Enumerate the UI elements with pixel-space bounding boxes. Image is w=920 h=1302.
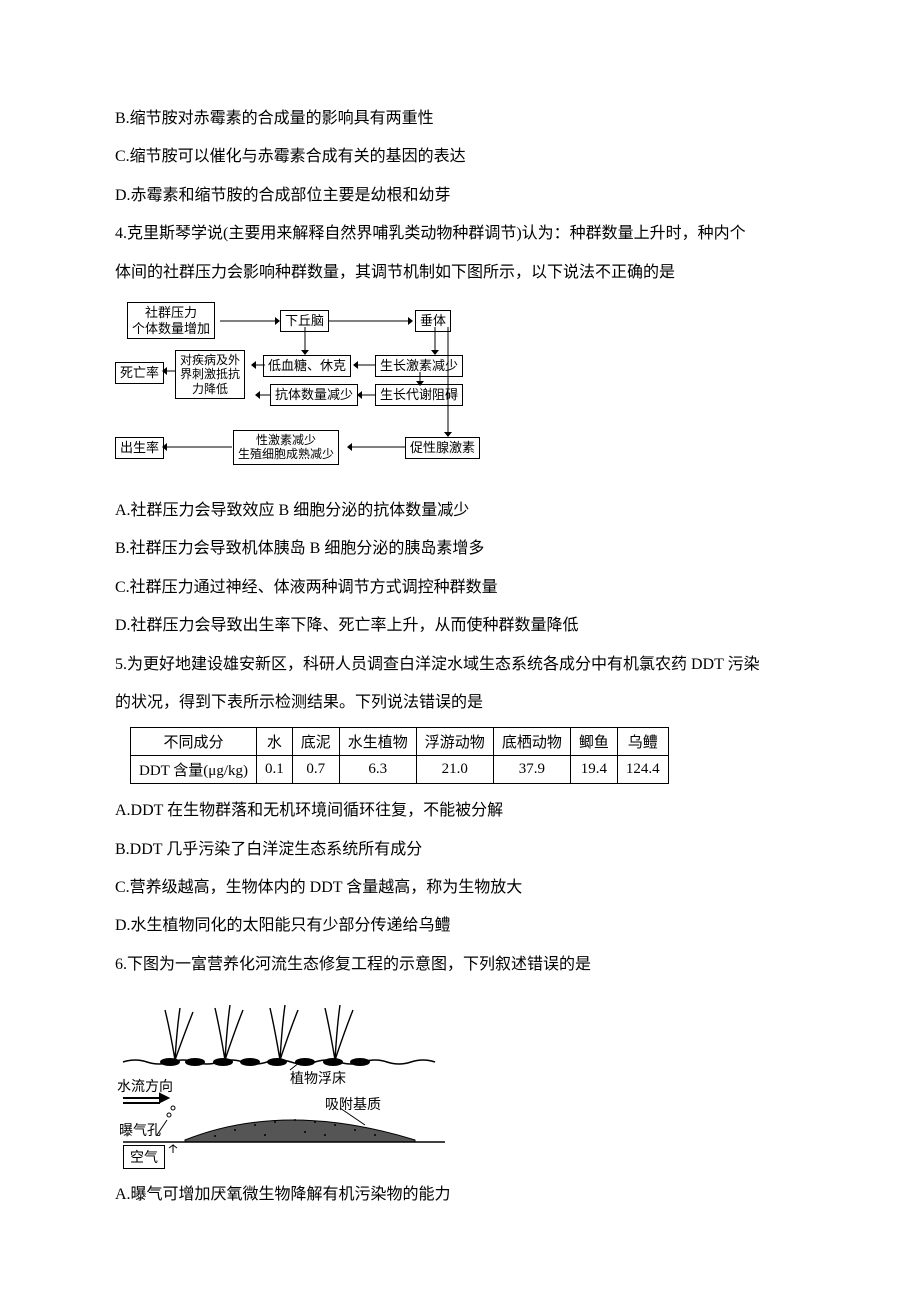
arrow-icon — [220, 316, 280, 326]
arrow-icon — [255, 390, 271, 400]
table-row: 不同成分 水 底泥 水生植物 浮游动物 底栖动物 鲫鱼 乌鳢 — [131, 728, 669, 756]
table-header: 水生植物 — [339, 728, 416, 756]
arrow-icon — [300, 327, 310, 355]
table-cell: 19.4 — [570, 756, 617, 784]
arrow-icon — [347, 442, 405, 452]
q6-option-a: A.曝气可增加厌氧微生物降解有机污染物的能力 — [115, 1176, 805, 1214]
q4-option-a: A.社群压力会导致效应 B 细胞分泌的抗体数量减少 — [115, 492, 805, 530]
label-substrate: 吸附基质 — [325, 1094, 381, 1114]
q4-flowchart: 社群压力个体数量增加 下丘脑 垂体 死亡率 对疾病及外界刺激抵抗力降低 低血糖、… — [115, 302, 495, 482]
option-b: B.缩节胺对赤霉素的合成量的影响具有两重性 — [115, 100, 805, 138]
arrow-icon — [162, 442, 232, 452]
q4-option-c: C.社群压力通过神经、体液两种调节方式调控种群数量 — [115, 569, 805, 607]
q5-option-d: D.水生植物同化的太阳能只有少部分传递给乌鳢 — [115, 907, 805, 945]
q4-option-d: D.社群压力会导致出生率下降、死亡率上升，从而使种群数量降低 — [115, 607, 805, 645]
label-air-box: 空气 — [123, 1145, 165, 1169]
q4-option-b: B.社群压力会导致机体胰岛 B 细胞分泌的胰岛素增多 — [115, 530, 805, 568]
ddt-table: 不同成分 水 底泥 水生植物 浮游动物 底栖动物 鲫鱼 乌鳢 DDT 含量(μg… — [130, 727, 669, 784]
table-header: 底泥 — [292, 728, 339, 756]
table-header: 乌鳢 — [617, 728, 668, 756]
flow-box-resist: 对疾病及外界刺激抵抗力降低 — [175, 350, 245, 399]
table-cell: 0.1 — [257, 756, 293, 784]
arrow-icon — [443, 327, 453, 437]
q4-stem-line1: 4.克里斯琴学说(主要用来解释自然界哺乳类动物种群调节)认为：种群数量上升时，种… — [115, 215, 805, 253]
table-header: 鲫鱼 — [570, 728, 617, 756]
option-d: D.赤霉素和缩节胺的合成部位主要是幼根和幼芽 — [115, 177, 805, 215]
q5-option-a: A.DDT 在生物群落和无机环境间循环往复，不能被分解 — [115, 792, 805, 830]
table-cell: DDT 含量(μg/kg) — [131, 756, 257, 784]
arrow-icon — [162, 366, 176, 376]
arrow-icon — [415, 372, 425, 386]
arrow-icon — [430, 327, 440, 355]
flow-box-sex: 性激素减少生殖细胞成熟减少 — [233, 430, 339, 465]
arrow-icon — [251, 360, 265, 370]
table-cell: 0.7 — [292, 756, 339, 784]
q5-option-b: B.DDT 几乎污染了白洋淀生态系统所有成分 — [115, 831, 805, 869]
q5-option-c: C.营养级越高，生物体内的 DDT 含量越高，称为生物放大 — [115, 869, 805, 907]
table-header: 底栖动物 — [493, 728, 570, 756]
arrow-icon — [328, 316, 413, 326]
flow-box-death: 死亡率 — [115, 362, 164, 384]
table-cell: 21.0 — [416, 756, 493, 784]
table-cell: 124.4 — [617, 756, 668, 784]
table-cell: 37.9 — [493, 756, 570, 784]
label-flow-direction: 水流方向 — [117, 1076, 173, 1096]
label-float-bed: 植物浮床 — [290, 1068, 346, 1088]
table-row: DDT 含量(μg/kg) 0.1 0.7 6.3 21.0 37.9 19.4… — [131, 756, 669, 784]
arrow-icon — [353, 360, 375, 370]
q4-stem-line2: 体间的社群压力会影响种群数量，其调节机制如下图所示，以下说法不正确的是 — [115, 254, 805, 292]
table-cell: 6.3 — [339, 756, 416, 784]
q5-stem-line2: 的状况，得到下表所示检测结果。下列说法错误的是 — [115, 684, 805, 722]
flow-box-birth: 出生率 — [115, 437, 164, 459]
flow-box-gnrh: 促性腺激素 — [405, 437, 480, 459]
label-aeration: 曝气孔 — [119, 1120, 161, 1140]
arrow-icon — [357, 390, 375, 400]
flow-box-antibody: 抗体数量减少 — [270, 384, 358, 406]
q5-stem-line1: 5.为更好地建设雄安新区，科研人员调查白洋淀水域生态系统各成分中有机氯农药 DD… — [115, 646, 805, 684]
flow-box-lowsugar: 低血糖、休克 — [263, 355, 351, 377]
table-header: 浮游动物 — [416, 728, 493, 756]
q6-stem: 6.下图为一富营养化河流生态修复工程的示意图，下列叙述错误的是 — [115, 946, 805, 984]
table-header: 不同成分 — [131, 728, 257, 756]
q6-river-diagram: 水流方向 植物浮床 吸附基质 曝气孔 空气 — [115, 990, 455, 1170]
table-header: 水 — [257, 728, 293, 756]
flow-box-pressure: 社群压力个体数量增加 — [127, 302, 215, 339]
option-c: C.缩节胺可以催化与赤霉素合成有关的基因的表达 — [115, 138, 805, 176]
